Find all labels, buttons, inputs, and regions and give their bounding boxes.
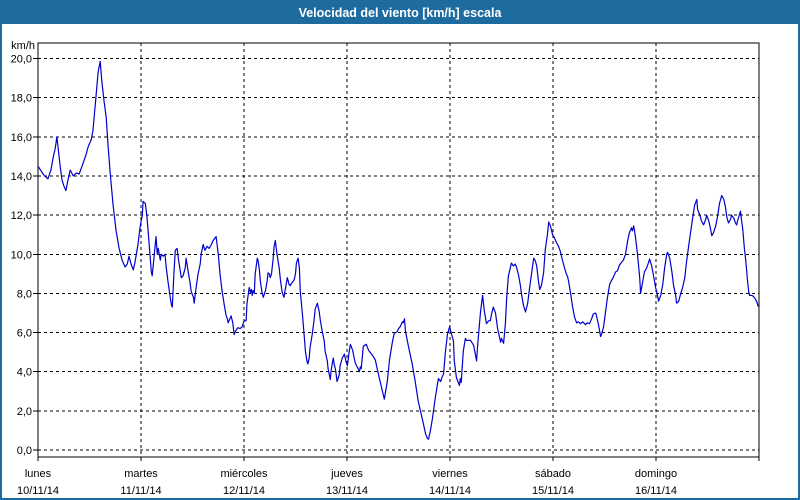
title-bar: Velocidad del viento [km/h] escala	[2, 2, 798, 24]
window-title: Velocidad del viento [km/h] escala	[298, 6, 502, 20]
x-day-label: viernes	[432, 468, 468, 480]
axis-ticks	[33, 58, 760, 461]
x-date-label: 13/11/14	[326, 485, 368, 497]
y-tick-label: 6,0	[17, 328, 32, 340]
y-tick-label: 4,0	[17, 367, 32, 379]
x-day-label: martes	[124, 468, 158, 480]
x-day-label: miércoles	[220, 468, 268, 480]
wind-speed-line	[37, 60, 759, 440]
y-tick-label: 0,0	[17, 445, 32, 457]
x-day-label: domingo	[635, 468, 677, 480]
x-date-label: 14/11/14	[429, 485, 471, 497]
plot-border	[37, 42, 760, 458]
x-day-label: sábado	[535, 468, 571, 480]
x-date-label: 12/11/14	[223, 485, 265, 497]
y-axis-unit-label: km/h	[11, 40, 35, 52]
x-date-label: 11/11/14	[120, 485, 161, 497]
chart-area: km/h 0,0 2,0 4,0 6,0 8,0 10,0 12,0 14,0 16,0 18,0 2…	[2, 24, 798, 498]
y-tick-label: 14,0	[11, 171, 32, 183]
grid-lines	[38, 43, 759, 457]
y-tick-label: 16,0	[11, 132, 32, 144]
y-tick-label: 18,0	[11, 93, 32, 105]
wind-speed-chart: km/h 0,0 2,0 4,0 6,0 8,0 10,0 12,0 14,0 16,0 18,0 2…	[11, 40, 760, 497]
y-tick-label: 12,0	[11, 210, 32, 222]
y-tick-label: 10,0	[11, 249, 32, 261]
x-day-label: jueves	[330, 468, 363, 480]
x-date-label: 10/11/14	[17, 485, 59, 497]
y-tick-label: 2,0	[17, 406, 32, 418]
x-date-label: 16/11/14	[635, 485, 677, 497]
y-tick-label: 20,0	[11, 54, 32, 66]
axis-labels: km/h 0,0 2,0 4,0 6,0 8,0 10,0 12,0 14,0 16,0 18,0 2…	[11, 40, 678, 497]
x-date-label: 15/11/14	[532, 485, 574, 497]
y-tick-label: 8,0	[17, 288, 32, 300]
x-day-label: lunes	[25, 468, 52, 480]
